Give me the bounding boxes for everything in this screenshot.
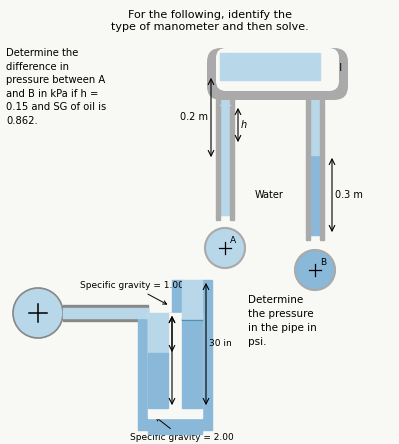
Bar — [310, 80, 320, 155]
Bar — [63, 308, 148, 318]
Text: h: h — [241, 120, 247, 130]
Text: B: B — [320, 258, 326, 267]
Circle shape — [205, 228, 245, 268]
Text: Determine
the pressure
in the pipe in
psi.: Determine the pressure in the pipe in ps… — [248, 295, 317, 347]
FancyBboxPatch shape — [138, 415, 212, 430]
Text: Oil: Oil — [329, 63, 342, 73]
Circle shape — [295, 250, 335, 290]
Text: type of manometer and then solve.: type of manometer and then solve. — [111, 22, 309, 32]
Bar — [138, 420, 212, 430]
Text: Specific gravity = 1.00: Specific gravity = 1.00 — [80, 281, 184, 304]
Text: 0.2 m: 0.2 m — [180, 112, 208, 122]
Text: 12 in: 12 in — [175, 370, 198, 380]
FancyBboxPatch shape — [207, 48, 348, 100]
Text: Water: Water — [255, 190, 284, 200]
Bar — [168, 313, 178, 420]
Bar — [310, 155, 320, 235]
Text: Specific gravity = 2.00: Specific gravity = 2.00 — [130, 417, 234, 442]
Bar — [138, 313, 148, 420]
Text: 30 in: 30 in — [209, 340, 232, 349]
Text: 0.3 m: 0.3 m — [335, 190, 363, 200]
Bar — [306, 75, 310, 240]
Bar — [148, 353, 168, 408]
Bar — [148, 313, 168, 355]
Bar — [172, 280, 182, 420]
Bar — [63, 305, 148, 321]
Bar — [216, 75, 220, 220]
Bar — [182, 318, 202, 408]
Text: A: A — [230, 236, 236, 245]
Circle shape — [13, 288, 63, 338]
Bar — [230, 75, 234, 220]
Text: For the following, identify the: For the following, identify the — [128, 10, 292, 20]
Bar — [148, 313, 202, 418]
Text: 6 in: 6 in — [175, 329, 192, 338]
Bar — [182, 280, 202, 320]
Bar — [220, 53, 320, 80]
Bar — [320, 75, 324, 240]
Bar — [202, 280, 212, 420]
FancyBboxPatch shape — [216, 48, 339, 91]
Text: Determine the
difference in
pressure between A
and B in kPa if h =
0.15 and SG o: Determine the difference in pressure bet… — [6, 48, 106, 126]
Bar — [148, 430, 202, 434]
Bar — [220, 100, 230, 215]
